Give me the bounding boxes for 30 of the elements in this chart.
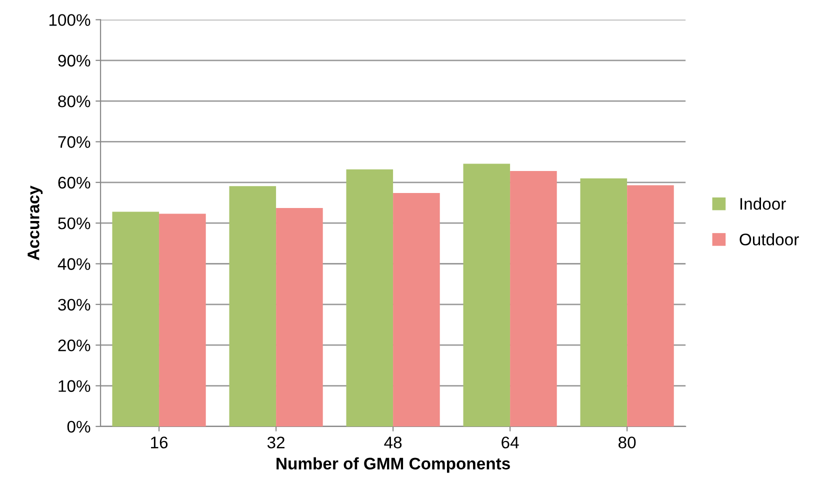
- y-tick-label: 0%: [67, 420, 90, 433]
- bar: [580, 178, 628, 426]
- bar: [159, 214, 206, 426]
- legend-label: Outdoor: [740, 233, 799, 246]
- y-tick-label: 20%: [58, 340, 90, 352]
- bar: [112, 212, 160, 426]
- y-tick-label: 10%: [58, 380, 90, 392]
- y-tick-label: 80%: [58, 95, 90, 108]
- x-axis-title: Number of GMM Components: [276, 457, 510, 473]
- x-tick-label: 32: [267, 436, 284, 448]
- x-tick-label: 16: [151, 436, 168, 448]
- bar: [229, 186, 276, 426]
- y-tick-label: 100%: [49, 14, 90, 26]
- bar: [393, 192, 440, 426]
- y-tick-label: 60%: [58, 176, 90, 189]
- x-tick-label: 64: [502, 436, 519, 448]
- bar: [510, 171, 557, 426]
- y-axis-title: Accuracy: [28, 186, 43, 260]
- bar: [276, 208, 323, 426]
- legend-label: Indoor: [740, 198, 786, 210]
- y-tick-label: 30%: [58, 298, 90, 311]
- x-tick-label: 48: [384, 436, 402, 448]
- bar: [463, 164, 510, 426]
- bar: [346, 169, 394, 426]
- y-tick-label: 50%: [58, 217, 90, 230]
- y-tick-label: 40%: [58, 258, 90, 270]
- y-tick-label: 70%: [58, 136, 90, 148]
- bar: [627, 185, 674, 426]
- x-tick-label: 80: [618, 436, 636, 448]
- y-tick-label: 90%: [58, 54, 90, 67]
